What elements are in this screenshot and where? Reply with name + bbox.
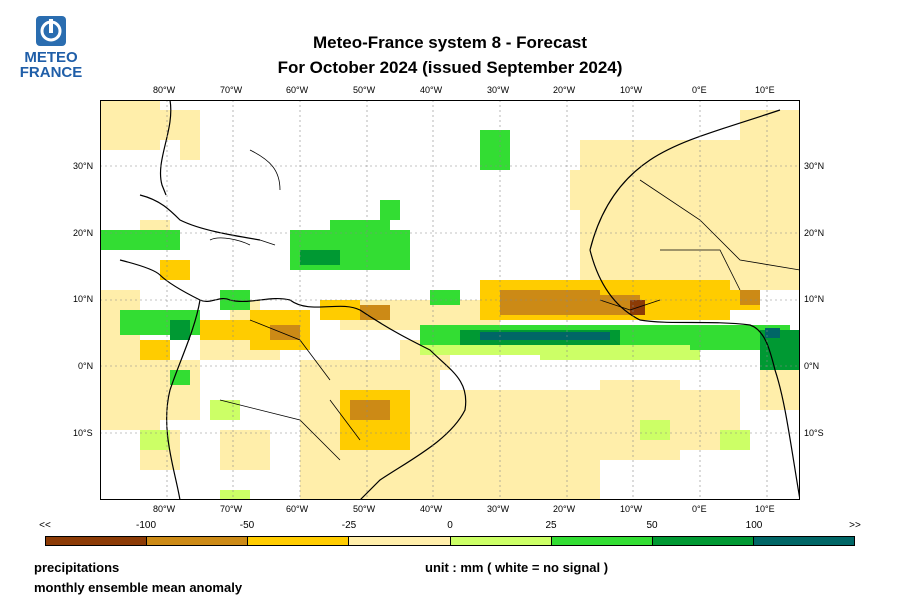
wet-extreme-cells: [480, 328, 780, 340]
legend-swatch: [247, 537, 349, 545]
legend-colorbar: [45, 536, 855, 546]
lon-label-bottom: 30°W: [487, 504, 510, 514]
unit-note: unit : mm ( white = no signal ): [425, 560, 609, 575]
logo-line2: FRANCE: [19, 64, 83, 81]
anomaly-map: [100, 100, 800, 500]
lon-label-bottom: 40°W: [420, 504, 443, 514]
lat-label-right: 20°N: [804, 228, 825, 238]
logo-line1: METEO: [24, 49, 78, 66]
lat-label-right: 30°N: [804, 161, 825, 171]
lon-label-bottom: 10°E: [755, 504, 775, 514]
legend-label: 50: [646, 520, 658, 531]
lon-label-bottom: 50°W: [353, 504, 376, 514]
lon-label-top: 80°W: [153, 85, 176, 95]
lon-label-top: 20°W: [553, 85, 576, 95]
legend-swatch: [46, 537, 147, 545]
meteo-france-logo: METEO FRANCE: [16, 16, 86, 86]
legend-label: <<: [39, 520, 51, 531]
legend-label: -25: [341, 520, 357, 531]
lon-label-top: 10°E: [755, 85, 775, 95]
legend-swatch: [651, 537, 753, 545]
variable-label: precipitations: [34, 560, 120, 575]
lon-label-top: 10°W: [620, 85, 643, 95]
lat-label-left: 20°N: [73, 228, 94, 238]
legend-label: >>: [849, 520, 861, 531]
legend-label: 25: [545, 520, 557, 531]
legend-label: 0: [447, 520, 453, 531]
lat-label-right: 0°N: [804, 361, 820, 371]
lon-label-bottom: 80°W: [153, 504, 176, 514]
lat-label-left: 30°N: [73, 161, 94, 171]
description-label: monthly ensemble mean anomaly: [34, 580, 243, 595]
logo-text: METEO FRANCE: [16, 50, 86, 80]
lon-label-bottom: 60°W: [286, 504, 309, 514]
legend-label: -100: [135, 520, 157, 531]
lon-label-top: 40°W: [420, 85, 443, 95]
legend-swatch: [348, 537, 450, 545]
lat-label-right: 10°S: [804, 428, 824, 438]
lon-label-top: 60°W: [286, 85, 309, 95]
lon-label-bottom: 70°W: [220, 504, 243, 514]
page-title: Meteo-France system 8 - Forecast For Oct…: [230, 30, 670, 80]
legend-swatch: [449, 537, 551, 545]
lon-label-top: 0°E: [692, 85, 707, 95]
legend-swatch: [550, 537, 652, 545]
anomaly-cells: [100, 100, 800, 500]
lon-label-top: 70°W: [220, 85, 243, 95]
lon-label-bottom: 0°E: [692, 504, 707, 514]
legend-label: 100: [745, 520, 763, 531]
logo-icon: [36, 16, 66, 46]
lon-label-top: 30°W: [487, 85, 510, 95]
lon-label-top: 50°W: [353, 85, 376, 95]
title-line2: For October 2024 (issued September 2024): [277, 58, 623, 77]
lat-label-left: 10°N: [73, 294, 94, 304]
map-frame: [100, 100, 800, 500]
dry-strong-cells: [270, 290, 760, 420]
lon-label-bottom: 10°W: [620, 504, 643, 514]
title-line1: Meteo-France system 8 - Forecast: [313, 33, 587, 52]
lat-label-left: 10°S: [73, 428, 93, 438]
graticule: [100, 100, 800, 500]
legend-swatch: [752, 537, 854, 545]
coastlines: [119, 100, 800, 500]
lon-label-bottom: 20°W: [553, 504, 576, 514]
lat-label-right: 10°N: [804, 294, 825, 304]
legend-swatch: [146, 537, 248, 545]
legend-label: -50: [239, 520, 255, 531]
lat-label-left: 0°N: [78, 361, 94, 371]
